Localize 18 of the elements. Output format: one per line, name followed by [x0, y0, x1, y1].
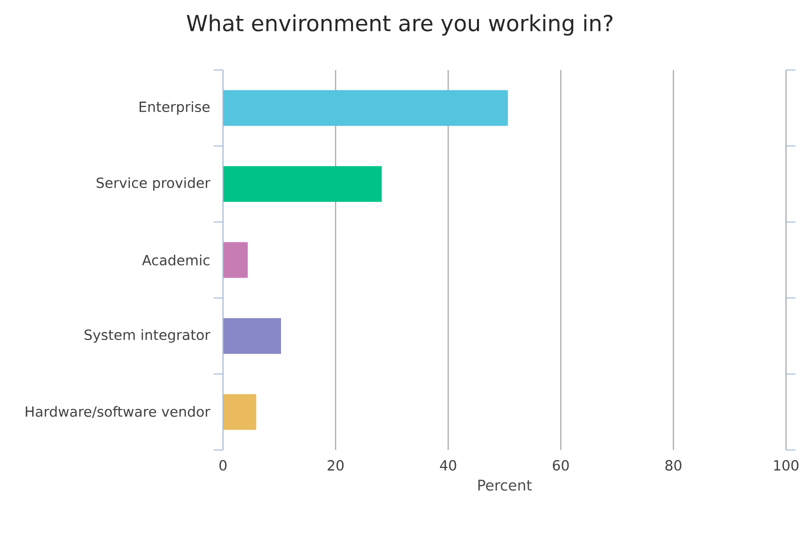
y-tick-label: Enterprise	[140, 101, 210, 115]
x-tick-label: 100	[774, 460, 798, 471]
y-tick-label: Service provider	[96, 177, 210, 191]
bar	[223, 242, 248, 278]
y-tick-label: Academic	[142, 254, 210, 266]
bar	[223, 318, 281, 354]
x-tick-label: 20	[328, 460, 344, 471]
y-tick-label: System integrator	[84, 329, 210, 343]
bar	[223, 90, 508, 126]
x-tick-label: 60	[552, 460, 569, 471]
y-tick-label: Hardware/software vendor	[26, 406, 210, 418]
x-axis-title: Percent	[478, 480, 532, 491]
chart-title: What environment are you working in?	[186, 14, 612, 36]
bar	[223, 166, 382, 202]
x-tick-label: 40	[440, 460, 456, 471]
x-tick-label: 0	[219, 460, 227, 471]
x-tick-label: 80	[665, 460, 682, 471]
bar	[223, 394, 256, 430]
